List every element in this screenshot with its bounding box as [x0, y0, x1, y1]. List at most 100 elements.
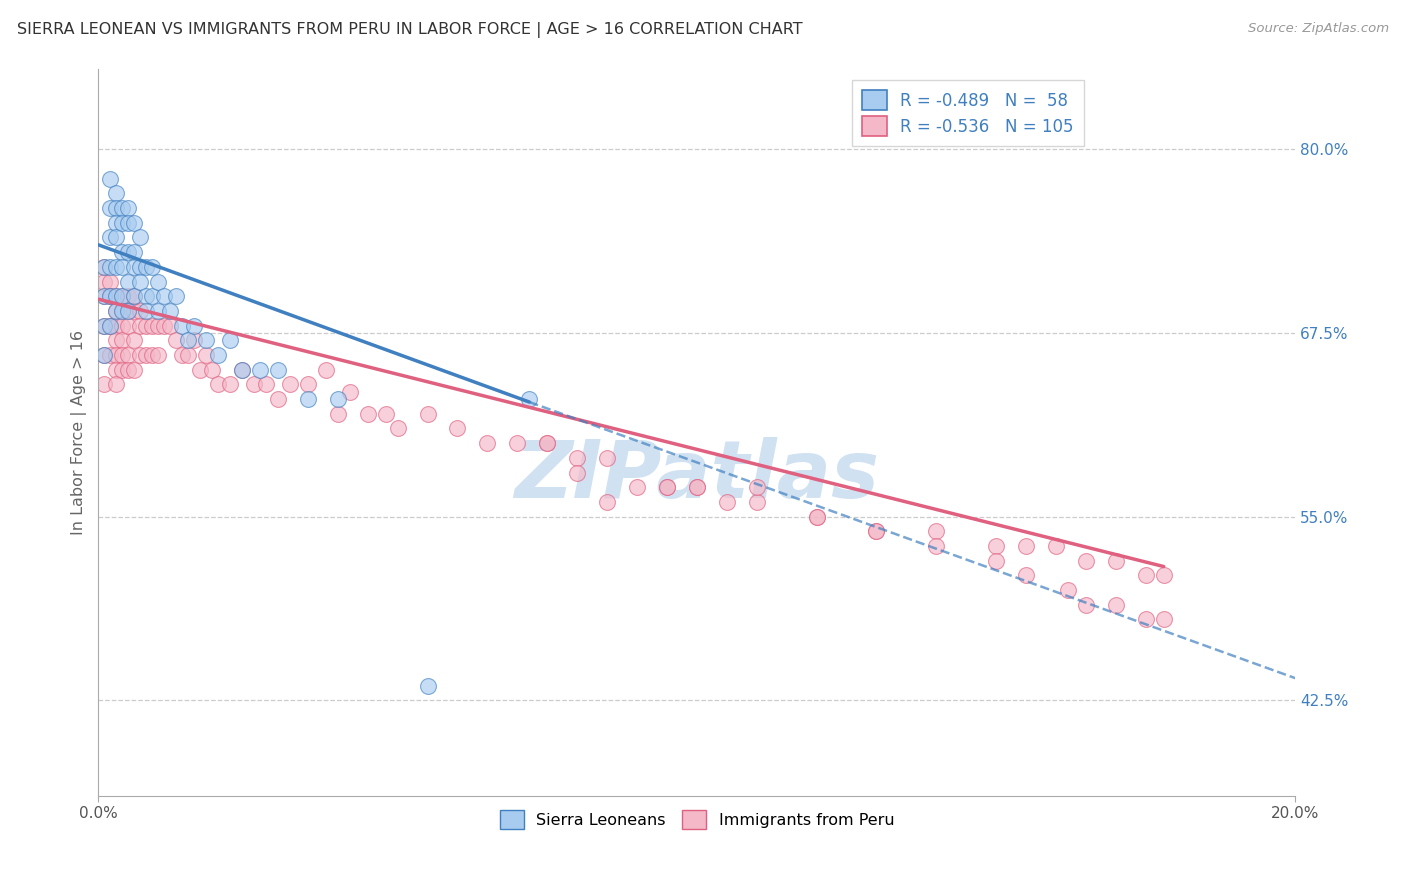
Point [506, 436, 529, 450]
Point [122, 289, 145, 303]
Point [93, 289, 115, 303]
Point [716, 495, 738, 509]
Point [1074, 554, 1097, 568]
Point [111, 334, 134, 348]
Point [122, 289, 145, 303]
Point [105, 289, 128, 303]
Point [117, 348, 139, 362]
Point [105, 377, 128, 392]
Point [111, 260, 134, 274]
Point [117, 289, 139, 303]
Point [129, 230, 152, 244]
Text: Source: ZipAtlas.com: Source: ZipAtlas.com [1249, 22, 1389, 36]
Point [416, 407, 439, 421]
Point [135, 318, 157, 333]
Point [105, 304, 128, 318]
Point [655, 480, 678, 494]
Point [105, 362, 128, 376]
Point [98, 289, 121, 303]
Point [517, 392, 540, 406]
Point [135, 260, 157, 274]
Point [183, 334, 205, 348]
Point [148, 348, 170, 362]
Point [105, 348, 128, 362]
Point [111, 304, 134, 318]
Point [745, 495, 768, 509]
Point [117, 201, 139, 215]
Point [195, 334, 218, 348]
Point [93, 318, 115, 333]
Point [207, 348, 229, 362]
Point [122, 362, 145, 376]
Point [165, 334, 187, 348]
Point [98, 260, 121, 274]
Point [416, 679, 439, 693]
Point [195, 348, 218, 362]
Point [1015, 832, 1038, 847]
Point [98, 318, 121, 333]
Point [172, 318, 194, 333]
Point [177, 348, 200, 362]
Point [93, 348, 115, 362]
Point [596, 450, 619, 465]
Point [159, 318, 181, 333]
Point [1135, 568, 1157, 582]
Point [129, 275, 152, 289]
Point [865, 524, 887, 539]
Point [297, 377, 319, 392]
Point [986, 539, 1008, 553]
Point [806, 509, 828, 524]
Point [141, 348, 163, 362]
Point [315, 362, 337, 376]
Point [117, 275, 139, 289]
Point [93, 275, 115, 289]
Point [105, 260, 128, 274]
Point [686, 480, 709, 494]
Point [111, 216, 134, 230]
Point [326, 407, 349, 421]
Point [159, 304, 181, 318]
Point [188, 362, 211, 376]
Point [1135, 612, 1157, 626]
Point [446, 421, 468, 435]
Point [477, 436, 499, 450]
Point [626, 480, 648, 494]
Point [98, 318, 121, 333]
Point [105, 216, 128, 230]
Point [105, 304, 128, 318]
Point [122, 260, 145, 274]
Point [596, 495, 619, 509]
Point [98, 201, 121, 215]
Point [1045, 539, 1067, 553]
Point [986, 554, 1008, 568]
Point [93, 289, 115, 303]
Point [153, 318, 176, 333]
Point [1074, 598, 1097, 612]
Point [865, 524, 887, 539]
Point [254, 377, 277, 392]
Point [567, 450, 589, 465]
Point [148, 304, 170, 318]
Text: ZIPatlas: ZIPatlas [515, 437, 879, 515]
Point [1153, 568, 1175, 582]
Point [567, 466, 589, 480]
Point [806, 509, 828, 524]
Point [1015, 568, 1038, 582]
Point [231, 362, 253, 376]
Point [177, 334, 200, 348]
Point [148, 275, 170, 289]
Point [141, 260, 163, 274]
Point [243, 377, 266, 392]
Point [374, 407, 396, 421]
Point [111, 289, 134, 303]
Point [111, 304, 134, 318]
Point [297, 392, 319, 406]
Point [105, 334, 128, 348]
Point [925, 524, 948, 539]
Point [219, 377, 242, 392]
Point [129, 260, 152, 274]
Point [111, 318, 134, 333]
Text: SIERRA LEONEAN VS IMMIGRANTS FROM PERU IN LABOR FORCE | AGE > 16 CORRELATION CHA: SIERRA LEONEAN VS IMMIGRANTS FROM PERU I… [17, 22, 803, 38]
Point [536, 436, 558, 450]
Point [93, 260, 115, 274]
